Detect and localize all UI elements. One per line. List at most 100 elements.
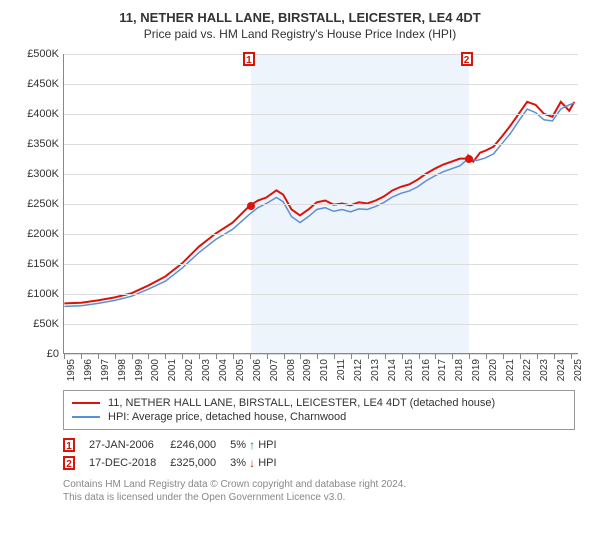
chart-sale-marker: 2 [461,52,473,66]
x-tick [368,354,369,359]
attribution: Contains HM Land Registry data © Crown c… [63,478,575,504]
chart-title: 11, NETHER HALL LANE, BIRSTALL, LEICESTE… [15,10,585,25]
sale-date-1: 27-JAN-2006 [89,436,170,454]
x-axis-label: 1996 [83,359,94,381]
x-tick [486,354,487,359]
x-tick [64,354,65,359]
sale-row-1: 1 27-JAN-2006 £246,000 5% ↑ HPI [63,436,291,454]
x-axis-label: 2002 [184,359,195,381]
x-axis-label: 2017 [437,359,448,381]
attribution-line-2: This data is licensed under the Open Gov… [63,491,575,504]
sale-row-2: 2 17-DEC-2018 £325,000 3% ↓ HPI [63,454,291,472]
x-axis-label: 2024 [556,359,567,381]
legend-swatch-hpi [72,416,100,418]
sale-marker-1: 1 [63,438,75,452]
gridline [64,264,578,265]
y-axis-label: £300K [27,168,59,180]
sale-price-1: £246,000 [170,436,230,454]
gridline [64,204,578,205]
x-tick [233,354,234,359]
x-axis-label: 2020 [488,359,499,381]
arrow-up-icon: ↑ [249,438,255,452]
x-axis-label: 2016 [421,359,432,381]
x-axis-label: 1997 [100,359,111,381]
legend-label-hpi: HPI: Average price, detached house, Char… [108,411,346,423]
sale-hpi-1: 5% ↑ HPI [230,436,290,454]
x-tick [503,354,504,359]
chart-area: 12 £0£50K£100K£150K£200K£250K£300K£350K£… [15,49,585,384]
x-tick [571,354,572,359]
arrow-down-icon: ↓ [249,456,255,470]
x-axis-label: 2019 [471,359,482,381]
y-axis-label: £200K [27,228,59,240]
sale-hpi-2: 3% ↓ HPI [230,454,290,472]
x-axis-label: 2001 [167,359,178,381]
gridline [64,324,578,325]
x-axis-label: 2014 [387,359,398,381]
x-tick [98,354,99,359]
x-axis-label: 2023 [539,359,550,381]
series-property [64,102,574,304]
gridline [64,294,578,295]
y-axis-label: £50K [33,318,59,330]
x-axis-label: 2003 [201,359,212,381]
legend-label-property: 11, NETHER HALL LANE, BIRSTALL, LEICESTE… [108,397,495,409]
x-tick [267,354,268,359]
x-tick [554,354,555,359]
x-axis-label: 2008 [286,359,297,381]
x-tick [402,354,403,359]
gridline [64,54,578,55]
x-tick [537,354,538,359]
x-axis-label: 2021 [505,359,516,381]
gridline [64,114,578,115]
attribution-line-1: Contains HM Land Registry data © Crown c… [63,478,575,491]
x-axis-label: 2012 [353,359,364,381]
legend-swatch-property [72,402,100,404]
x-axis-label: 1999 [134,359,145,381]
gridline [64,144,578,145]
x-tick [216,354,217,359]
y-axis-label: £250K [27,198,59,210]
x-axis-label: 2025 [573,359,584,381]
x-axis-label: 2022 [522,359,533,381]
x-tick [385,354,386,359]
sale-date-2: 17-DEC-2018 [89,454,170,472]
y-axis-label: £450K [27,78,59,90]
x-axis-label: 1995 [66,359,77,381]
x-axis-label: 2005 [235,359,246,381]
sale-marker-2: 2 [63,456,75,470]
gridline [64,174,578,175]
x-axis-label: 2000 [150,359,161,381]
x-axis-label: 2004 [218,359,229,381]
y-axis-label: £500K [27,48,59,60]
x-axis-label: 2010 [319,359,330,381]
x-tick [334,354,335,359]
y-axis-label: £0 [47,348,59,360]
chart-sale-dot [247,202,255,210]
y-axis-label: £400K [27,108,59,120]
x-tick [351,354,352,359]
chart-sale-marker: 1 [243,52,255,66]
gridline [64,354,578,355]
x-tick [115,354,116,359]
chart-subtitle: Price paid vs. HM Land Registry's House … [15,27,585,41]
x-tick [419,354,420,359]
x-axis-label: 2007 [269,359,280,381]
x-axis-label: 2011 [336,359,347,381]
legend: 11, NETHER HALL LANE, BIRSTALL, LEICESTE… [63,390,575,430]
x-tick [81,354,82,359]
x-tick [520,354,521,359]
gridline [64,84,578,85]
x-tick [132,354,133,359]
y-axis-label: £100K [27,288,59,300]
gridline [64,234,578,235]
x-axis-label: 2006 [252,359,263,381]
x-axis-label: 2015 [404,359,415,381]
y-axis-label: £350K [27,138,59,150]
x-tick [199,354,200,359]
legend-item-property: 11, NETHER HALL LANE, BIRSTALL, LEICESTE… [72,397,566,409]
x-axis-label: 2013 [370,359,381,381]
plot-area: 12 [63,54,578,354]
x-axis-label: 2009 [302,359,313,381]
sales-table: 1 27-JAN-2006 £246,000 5% ↑ HPI 2 17-DEC… [63,436,291,472]
